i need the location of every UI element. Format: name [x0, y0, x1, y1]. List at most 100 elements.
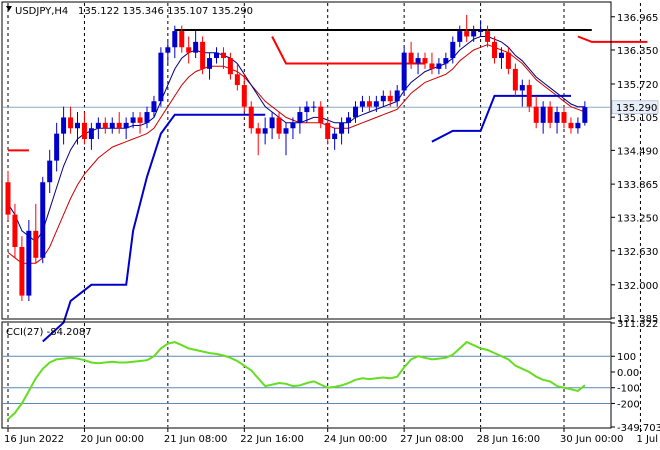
candle-body: [116, 122, 122, 129]
time-tick-label: 30 Jun 00:00: [560, 434, 624, 445]
candle-body: [339, 122, 345, 134]
candle-body: [172, 31, 178, 48]
time-tick-label: 22 Jun 16:00: [240, 434, 304, 445]
candle-body: [33, 230, 39, 258]
candle-body: [68, 117, 74, 129]
stop-line: [431, 94, 571, 143]
candle-body: [234, 74, 240, 86]
price-tick-label: 136.965: [617, 13, 658, 24]
price-tick-label: 131.385: [617, 314, 658, 325]
candle-body: [464, 31, 470, 37]
candle-body: [492, 41, 497, 59]
instrument-label: USDJPY,H4: [15, 6, 68, 17]
candle-body: [200, 41, 206, 69]
candle-body: [554, 112, 560, 123]
candle-body: [380, 95, 386, 102]
candle-body: [366, 101, 372, 107]
candle-body: [102, 122, 108, 129]
candle-body: [165, 47, 171, 53]
cci-label: CCI(27) -84.2087: [6, 327, 92, 338]
candle-body: [394, 90, 400, 102]
candle-body: [505, 52, 511, 69]
candle-body: [422, 58, 428, 64]
candle-body: [220, 52, 226, 59]
candle-body: [415, 58, 421, 64]
candle-body: [443, 58, 449, 64]
candle-body: [290, 122, 296, 129]
candle-body: [276, 117, 282, 134]
stop-line: [577, 35, 648, 43]
stop-line: [42, 113, 266, 343]
cci-tick-label: -349.703: [617, 423, 660, 434]
time-tick-label: 28 Jun 16:00: [477, 434, 541, 445]
candle-body: [241, 85, 247, 107]
time-tick-label: 1 Jul 08:00: [636, 434, 660, 445]
candle-body: [471, 31, 477, 37]
candle-body: [123, 122, 129, 129]
price-pane-frame: [1, 1, 612, 320]
candle-body: [88, 128, 94, 140]
cci-tick-label: 100: [617, 352, 636, 363]
candle-body: [457, 31, 463, 42]
candle-body: [582, 107, 588, 123]
candle-body: [498, 52, 504, 59]
cci-tick-label: -200: [617, 399, 640, 410]
candle-body: [214, 52, 219, 59]
candle-body: [332, 133, 338, 140]
cci-grid: [3, 323, 641, 427]
current-price-label: 135.290: [616, 103, 657, 114]
candle-body: [26, 230, 32, 296]
time-tick-label: 16 Jun 2022: [4, 434, 64, 445]
candle-body: [346, 117, 352, 123]
ohlc-label: 135.122 135.346 135.107 135.290: [78, 6, 253, 17]
candle-body: [109, 122, 115, 129]
candle-body: [137, 117, 143, 123]
time-tick-label: 27 Jun 08:00: [400, 434, 464, 445]
candle-body: [186, 47, 192, 53]
cci-tick-label: 311.322: [617, 319, 658, 330]
candle-body: [387, 95, 393, 102]
cci-tick-label: 0.00: [617, 368, 639, 379]
price-grid: [7, 3, 641, 318]
candle-body: [248, 106, 254, 129]
candle-body: [144, 112, 150, 123]
candle-body: [450, 41, 456, 59]
cci-axis: 311.322 100 0.00 -100 -200 -349.703: [611, 319, 660, 434]
time-tick-label: 24 Jun 00:00: [324, 434, 388, 445]
candle-body: [227, 58, 233, 75]
candle-body: [130, 117, 136, 123]
current-price-marker: 135.290: [611, 100, 659, 115]
candle-body: [81, 122, 87, 140]
candle-body: [12, 214, 18, 248]
candle-body: [179, 31, 185, 48]
candle-body: [311, 106, 317, 108]
candle-body: [512, 68, 518, 91]
candle-body: [61, 117, 67, 134]
moving-average-red-line: [7, 44, 586, 264]
candle-body: [54, 133, 60, 161]
candle-body: [304, 106, 310, 113]
candle-body: [158, 52, 164, 102]
candle-body: [207, 58, 213, 69]
candle-body: [193, 41, 199, 53]
price-tick-label: 133.865: [617, 180, 658, 191]
candle-body: [325, 122, 331, 140]
price-tick-label: 135.105: [617, 113, 658, 124]
dropdown-triangle-icon: [6, 6, 12, 11]
candle-body: [297, 112, 303, 123]
time-axis: 16 Jun 2022 20 Jun 00:00 21 Jun 08:00 22 Ju…: [4, 428, 660, 445]
candle-body: [262, 128, 268, 134]
price-tick-label: 135.720: [617, 80, 658, 91]
candle-body: [401, 52, 407, 91]
price-candles: [5, 14, 588, 301]
candle-body: [75, 122, 80, 129]
candle-body: [575, 122, 581, 129]
price-tick-label: 136.350: [617, 46, 658, 57]
cci-line: [7, 340, 586, 420]
price-tick-label: 132.630: [617, 247, 658, 258]
candle-body: [526, 85, 532, 107]
candle-body: [19, 247, 25, 296]
candle-body: [353, 106, 358, 118]
price-axis: 136.965 136.350 135.720 135.105 134.490 133.8…: [611, 13, 658, 325]
candle-body: [540, 106, 546, 123]
